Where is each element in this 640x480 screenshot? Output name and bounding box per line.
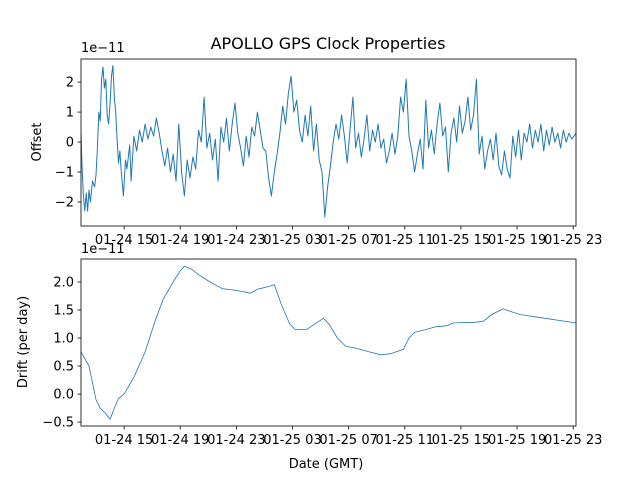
x-tick-label: 01-25 11 [376,433,434,448]
drift-ylabel: Drift (per day) [16,296,31,388]
axes-frame [80,58,577,227]
x-tick-label: 01-25 03 [263,433,321,448]
y-tick-label: 0 [66,136,74,151]
offset-series-line [81,65,576,218]
y-tick-label: 1.0 [53,332,74,347]
offset-scale-label: 1e−11 [81,41,125,56]
x-tick-label: 01-25 07 [319,233,377,248]
y-tick-label: 0.0 [53,388,74,403]
x-tick-label: 01-25 07 [319,433,377,448]
x-tick-label: 01-25 15 [432,233,490,248]
drift-scale-label: 1e−11 [81,242,125,257]
x-tick-label: 01-25 23 [544,233,602,248]
y-tick-label: −0.5 [42,416,74,431]
x-tick-label: 01-25 23 [544,433,602,448]
offset-ylabel: Offset [30,122,45,161]
x-tick-label: 01-24 23 [207,233,265,248]
x-tick-label: 01-24 15 [95,433,153,448]
y-tick-label: 1 [66,106,74,121]
y-tick-label: 1.5 [53,303,74,318]
y-tick-label: 2 [66,76,74,91]
y-tick-label: 2.0 [53,275,74,290]
x-tick-label: 01-25 11 [376,233,434,248]
drift-series-line [81,265,576,420]
axes-frame [80,258,577,427]
x-tick-label: 01-24 15 [95,233,153,248]
drift-axes: 1e−11 Drift (per day) Date (GMT) 01-24 1… [16,242,602,472]
x-tick-label: 01-24 19 [151,433,209,448]
x-tick-label: 01-25 15 [432,433,490,448]
chart-title: APOLLO GPS Clock Properties [211,34,446,53]
x-tick-label: 01-24 19 [151,233,209,248]
x-tick-label: 01-25 19 [488,233,546,248]
drift-xlabel: Date (GMT) [289,457,364,472]
x-tick-label: 01-25 19 [488,433,546,448]
x-tick-label: 01-24 23 [207,433,265,448]
y-tick-label: −1 [55,166,74,181]
x-tick-label: 01-25 03 [263,233,321,248]
y-tick-label: 0.5 [53,360,74,375]
y-tick-label: −2 [55,196,74,211]
